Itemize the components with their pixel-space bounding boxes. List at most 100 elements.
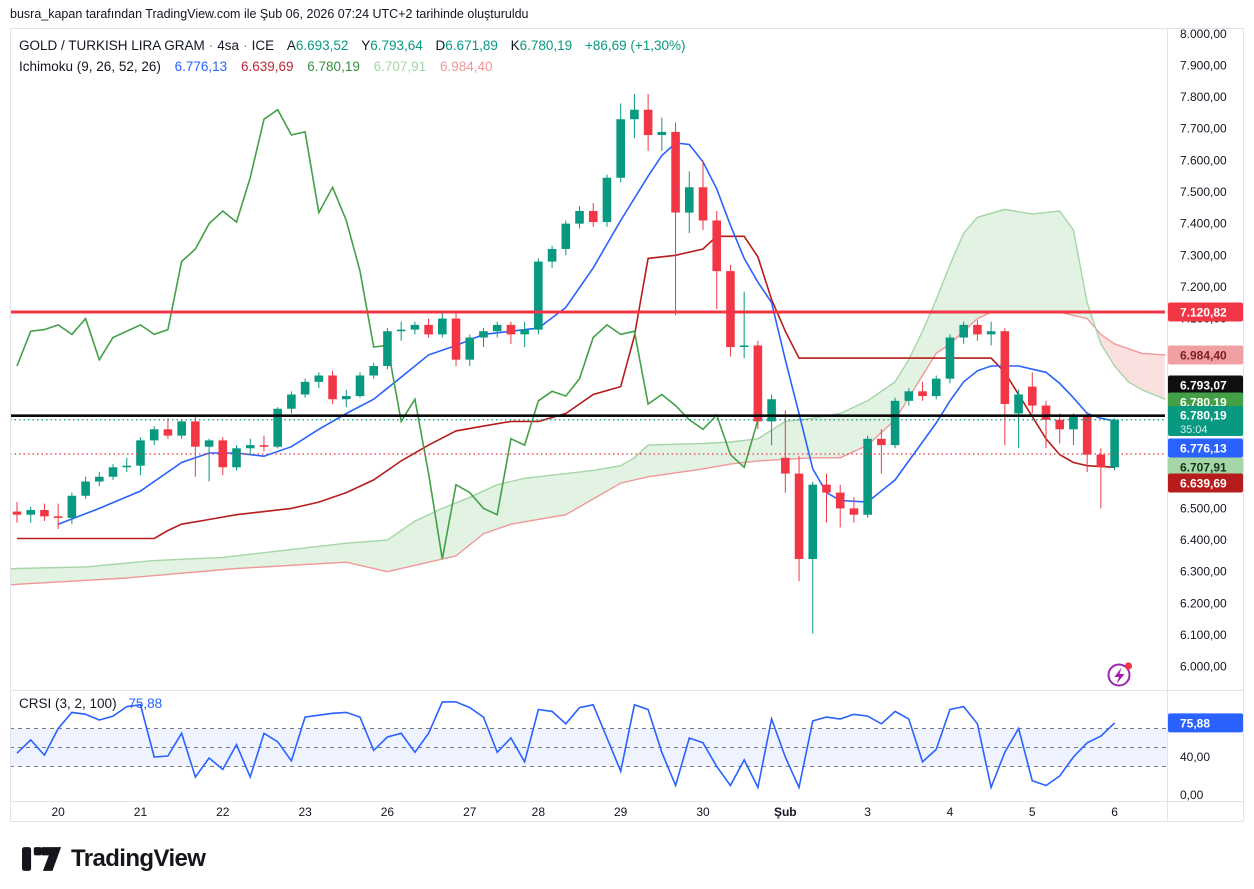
candle (245, 438, 255, 455)
price-scale[interactable]: 8.000,00 7.900,00 7.800,00 7.700,00 7.600,00… (1168, 27, 1243, 802)
candle (534, 258, 543, 335)
price-label-senkou-b: 6.984,40 (1168, 345, 1243, 365)
time-tick: 27 (463, 805, 477, 819)
price-tick: 7.500,00 (1180, 185, 1227, 199)
candle (657, 117, 667, 151)
price-label-black-drawn-line: 6.793,07 (1168, 375, 1243, 395)
price-pane[interactable] (9, 93, 1166, 634)
svg-text:6.776,13: 6.776,13 (1180, 442, 1227, 456)
candle (355, 372, 365, 398)
candle (808, 481, 818, 634)
svg-text:6.793,07: 6.793,07 (1180, 379, 1227, 393)
price-tick: 6.100,00 (1180, 628, 1227, 642)
svg-text:6.984,40: 6.984,40 (1180, 349, 1227, 363)
candle (1027, 372, 1037, 414)
tradingview-logo-icon (22, 847, 62, 871)
tenkan-value: 6.776,13 (174, 59, 228, 74)
candle (136, 437, 145, 476)
price-tick: 6.000,00 (1180, 660, 1227, 674)
candle (396, 321, 406, 341)
price-tick: 7.300,00 (1180, 248, 1227, 262)
candle (40, 503, 49, 522)
candle (1014, 389, 1023, 449)
candle (26, 506, 36, 523)
candle (918, 381, 927, 401)
time-tick: 6 (1111, 805, 1118, 819)
candle (287, 391, 296, 414)
candle (95, 472, 104, 487)
candle (451, 312, 461, 367)
candle (684, 171, 694, 234)
candlestick-series (12, 93, 1119, 634)
candle (506, 321, 516, 344)
price-tick: 6.500,00 (1180, 501, 1227, 515)
candle (438, 312, 447, 338)
flash-icon[interactable] (1107, 662, 1133, 687)
candle (410, 321, 420, 335)
price-label-red-drawn-line: 7.120,82 (1168, 302, 1243, 322)
svg-text:6.707,91: 6.707,91 (1180, 461, 1227, 475)
open-value: A6.693,52 (286, 38, 349, 53)
time-tick: 20 (51, 805, 65, 819)
candle (561, 220, 571, 256)
time-tick: Şub (774, 805, 797, 819)
time-tick: 4 (947, 805, 954, 819)
candle (822, 473, 831, 523)
price-tick: 6.400,00 (1180, 533, 1227, 547)
candle (328, 370, 337, 404)
senkou-a-value: 6.707,91 (373, 59, 427, 74)
separator: · (243, 38, 248, 53)
price-tick: 7.600,00 (1180, 153, 1227, 167)
tenkan-line (57, 142, 1115, 525)
candle (273, 407, 282, 449)
chikou-value: 6.780,19 (307, 59, 360, 74)
candle (959, 321, 968, 344)
candle (986, 321, 996, 346)
candle (492, 321, 502, 338)
attribution-text: busra_kapan tarafından TradingView.com i… (10, 7, 529, 21)
crsi-pane[interactable] (10, 701, 1167, 791)
candle (369, 362, 379, 379)
candle (108, 464, 118, 480)
time-tick: 29 (614, 805, 628, 819)
candle (602, 174, 612, 227)
candle (575, 206, 584, 229)
high-value: Y6.793,64 (361, 38, 423, 53)
candle (671, 122, 680, 316)
candle (12, 502, 22, 523)
candle (53, 503, 63, 529)
candle (1096, 448, 1106, 509)
tradingview-logo[interactable]: TradingView (22, 845, 206, 873)
svg-text:7.120,82: 7.120,82 (1180, 306, 1227, 320)
price-tick: 6.200,00 (1180, 596, 1227, 610)
time-scale[interactable]: 20 21 22 23 26 27 28 29 30 Şub 3 4 5 6 (51, 805, 1118, 819)
candle (890, 397, 900, 449)
candle (781, 410, 790, 493)
candle (877, 429, 886, 474)
candle (163, 418, 173, 439)
candle (1055, 413, 1065, 444)
time-tick: 21 (134, 805, 148, 819)
chart-legend: GOLD / TURKISH LIRA GRAM · 4sa · ICE A6.693,… (19, 36, 686, 78)
ichimoku-row: Ichimoku (9, 26, 52, 26) 6.776,13 6.639,… (19, 57, 686, 78)
price-label-tenkan: 6.776,13 (1168, 438, 1243, 458)
time-tick: 3 (864, 805, 871, 819)
candle (643, 93, 653, 151)
kijun-line (17, 235, 1115, 540)
crsi-params: (3, 2, 100) (55, 696, 117, 711)
candle (149, 426, 159, 446)
chart-canvas[interactable]: 8.000,00 7.900,00 7.800,00 7.700,00 7.600,00… (0, 0, 1254, 836)
candle (122, 457, 132, 473)
candle (67, 492, 77, 525)
candle (973, 320, 982, 341)
candle (616, 103, 625, 183)
senkou-a-line (10, 208, 1166, 570)
time-tick: 23 (298, 805, 312, 819)
pane-borders (10, 28, 1244, 822)
interval-label: 4sa (217, 38, 240, 53)
candle (945, 334, 955, 384)
candle (588, 203, 598, 227)
senkou-b-line (10, 311, 1166, 586)
